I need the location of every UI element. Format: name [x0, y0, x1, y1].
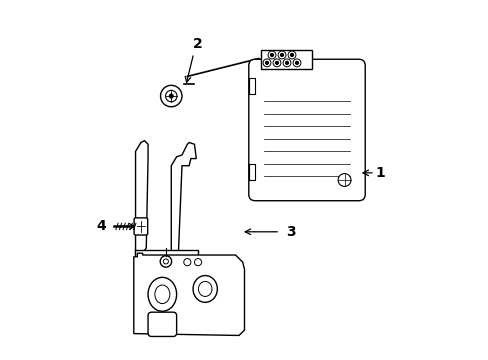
- Polygon shape: [135, 249, 198, 257]
- FancyBboxPatch shape: [248, 59, 365, 201]
- Circle shape: [275, 62, 278, 64]
- Text: 2: 2: [193, 37, 203, 51]
- Circle shape: [265, 62, 268, 64]
- Polygon shape: [134, 253, 244, 336]
- Circle shape: [283, 59, 290, 67]
- Circle shape: [270, 54, 273, 57]
- Circle shape: [169, 94, 173, 98]
- Circle shape: [163, 259, 168, 264]
- Ellipse shape: [193, 275, 217, 302]
- Bar: [248, 164, 255, 180]
- Circle shape: [160, 85, 182, 107]
- Circle shape: [194, 258, 201, 266]
- Circle shape: [280, 54, 283, 57]
- FancyBboxPatch shape: [148, 312, 176, 337]
- Bar: [260, 50, 312, 69]
- Circle shape: [263, 59, 270, 67]
- Circle shape: [295, 62, 298, 64]
- Bar: [248, 78, 255, 94]
- Circle shape: [290, 54, 293, 57]
- FancyBboxPatch shape: [134, 218, 147, 235]
- Text: 1: 1: [375, 166, 385, 180]
- Circle shape: [285, 62, 288, 64]
- Circle shape: [267, 51, 275, 59]
- Polygon shape: [171, 143, 196, 253]
- Circle shape: [272, 59, 281, 67]
- Circle shape: [292, 59, 300, 67]
- Text: 4: 4: [97, 220, 106, 233]
- Circle shape: [165, 90, 177, 102]
- Circle shape: [337, 174, 350, 186]
- Circle shape: [287, 51, 295, 59]
- Ellipse shape: [148, 277, 176, 311]
- Text: 3: 3: [285, 225, 295, 239]
- Circle shape: [278, 51, 285, 59]
- Circle shape: [183, 258, 190, 266]
- Polygon shape: [135, 141, 148, 253]
- Circle shape: [160, 256, 171, 267]
